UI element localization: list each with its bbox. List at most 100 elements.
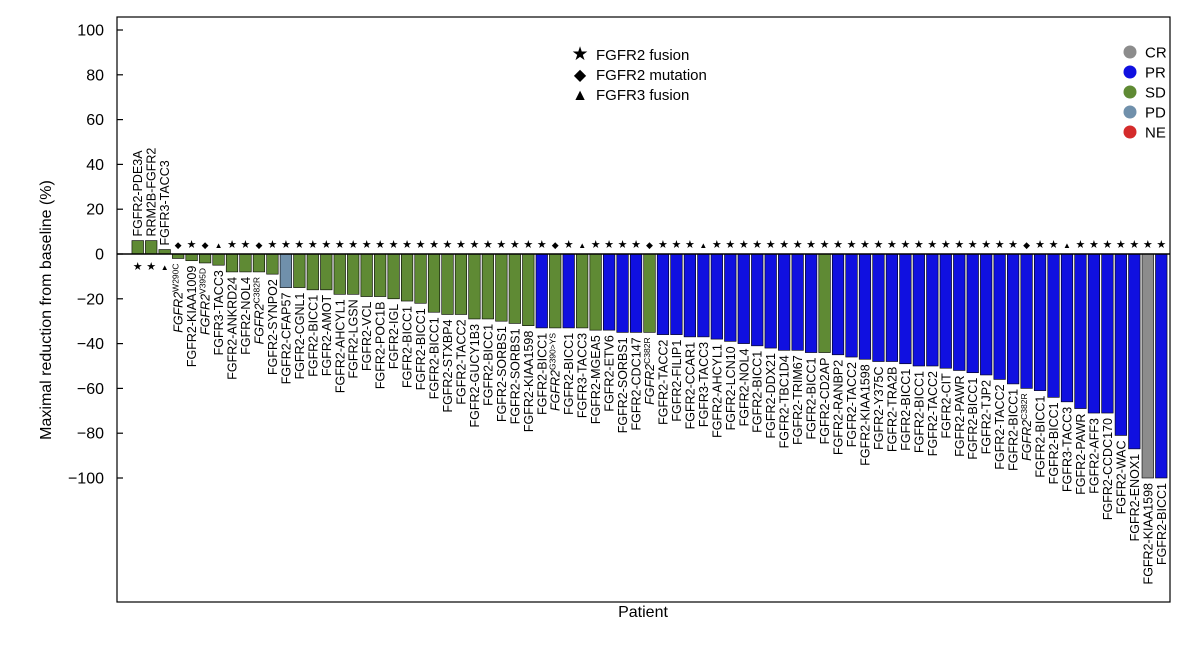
bar-35-fgfr2-mgea5 [589,253,602,331]
bar-69-fgfr2-bicc1 [1047,253,1060,398]
marker-fusion-icon: ★ [1143,239,1153,251]
bar-60-fgfr2-tacc2 [926,253,939,367]
y-axis: 100 80 60 40 20 0 −20 −40 −60 −80 −100 [68,23,123,488]
bar-6-fgfr2 [198,253,212,264]
bar-49-fgfr2-tbc1d4 [778,253,791,351]
response-legend: CR PR SD PD NE [1123,45,1167,142]
bar-label: FGFR2W290C [171,263,186,332]
bar-33-fgfr2-bicc1 [562,253,575,329]
marker-fusion-icon: ★ [1102,239,1112,251]
marker-fusion-icon: ★ [146,261,156,273]
bar-label: FGFR2-SORBS1 [616,337,630,433]
legend-cr-label: CR [1145,45,1167,62]
bar-label: FGFR2-BICC1 [966,378,980,460]
bar-label: FGFR2-BICC1 [1155,483,1169,565]
bar-label: FGFR2-TACC2 [454,319,468,404]
marker-fusion-icon: ★ [416,239,426,251]
bar-label: FGFR2-BICC1 [562,333,576,415]
marker-fusion-icon: ★ [389,239,399,251]
bar-47-fgfr2-bicc1 [751,253,764,347]
legend-pd-swatch [1123,105,1137,119]
marker-fusion-icon: ★ [820,239,830,251]
bar-28-fgfr2-sorbs1 [495,253,508,322]
bar-70-fgfr3-tacc3 [1060,253,1074,403]
bar-46-fgfr2-nol4 [737,253,750,344]
bar-64-fgfr2-tjp2 [980,253,993,376]
bar-label: FGFR2-TBC1D4 [778,355,792,448]
bar-label: FGFR2-IGL [387,304,401,369]
bar-51-fgfr2-bicc1 [805,253,818,353]
bar-22-fgfr2-bicc1 [414,253,427,304]
marker-fusion-icon: ★ [927,239,937,251]
bar-label: FGFR2-BICC1 [912,371,926,453]
marker-fusion-icon: ★ [752,239,762,251]
y-tick-label: 20 [86,202,104,219]
marker-fgfr3-icon: ▲ [1063,241,1071,250]
bar-label: FGFR2-TACC2 [926,371,940,456]
marker-legend: ★ FGFR2 fusion ◆ FGFR2 mutation ▲ FGFR3 fusio… [571,44,706,104]
bar-label: FGFR2-Y375C [872,367,886,450]
bar-label: FGFR2-BICC1 [428,317,442,399]
bar-11-fgfr2-synpo2 [266,253,279,275]
bar-76-fgfr2-kiaa1598 [1141,253,1154,479]
bar-label: FGFR2-SORBS1 [508,328,522,424]
bar-label: FGFR2V395D [198,268,213,335]
bar-58-fgfr2-bicc1 [899,253,912,365]
marker-fgfr3-icon: ▲ [699,241,707,250]
legend-cr-swatch [1123,45,1137,59]
plot-frame [116,16,1171,603]
bar-17-fgfr2-lgsn [347,253,360,295]
marker-fusion-icon: ★ [523,239,533,251]
bar-44-fgfr2-ahcyl1 [710,253,723,340]
bar-label: FGFR2-BICC1 [306,295,320,377]
marker-fusion-icon: ★ [348,239,358,251]
marker-mutation-icon: ◆ [646,240,653,250]
bar-30-fgfr2-kiaa1598 [522,253,535,326]
marker-fusion-icon: ★ [954,239,964,251]
bar-label: FGFR2-STXBP4 [441,319,455,412]
marker-fusion-icon: ★ [443,239,453,251]
bar-label: FGFR2C382R [1019,393,1034,460]
bar-label: FGFR2-TJP2 [980,380,994,454]
bar-label: FGFR2-KIAA1598 [858,364,872,465]
bar-label: RRM2B-FGFR2 [145,148,159,237]
bar-38-fgfr2-cdc147 [629,253,643,333]
bar-31-fgfr2-bicc1 [535,253,548,329]
x-axis-title: Patient [618,604,668,621]
marker-fusion-icon: ★ [900,239,910,251]
marker-fusion-icon: ★ [833,239,843,251]
marker-fusion-icon: ★ [241,239,251,251]
marker-fusion-icon: ★ [483,239,493,251]
bar-48-fgfr2-ddx21 [764,253,777,349]
bar-label: FGFR2-ANKRD24 [226,277,240,380]
marker-fusion-icon: ★ [604,239,614,251]
bar-label: FGFR2-WAC [1114,440,1128,514]
marker-fusion-icon: ★ [672,239,682,251]
bar-8-fgfr2-ankrd24 [225,253,239,273]
marker-fusion-icon: ★ [779,239,789,251]
legend-pr-label: PR [1145,65,1166,82]
bar-18-fgfr2-vcl [360,253,373,297]
bar-label: FGFR2C382R [251,277,266,344]
bar-75-fgfr2-enox1 [1128,253,1141,450]
bar-15-fgfr2-amot [320,253,333,291]
bar-label: FGFR2-PAWR [953,375,967,456]
marker-fusion-icon: ★ [1116,239,1126,251]
marker-fusion-icon: ★ [1076,239,1086,251]
bar-20-fgfr2-igl [387,253,400,300]
marker-fusion-icon: ★ [469,239,479,251]
bar-5-fgfr2-kiaa1009 [185,253,198,262]
bar-59-fgfr2-bicc1 [912,253,925,367]
y-tick-label: −40 [77,336,104,353]
bar-label: FGFR2-SORBS1 [495,326,509,422]
bar-56-fgfr2-y375c [872,253,885,362]
bar-label: FGFR2-AFF3 [1087,418,1101,494]
marker-fusion-icon: ★ [496,239,506,251]
marker-fusion-icon: ★ [335,239,345,251]
bar-72-fgfr2-aff3 [1087,253,1101,414]
bar-label: FGFR2-TRA2B [885,367,899,452]
bar-45-fgfr2-lcn10 [724,253,737,342]
bar-34-fgfr3-tacc3 [576,253,589,329]
marker-fusion-icon: ★ [456,239,466,251]
y-tick-label: 40 [86,157,104,174]
